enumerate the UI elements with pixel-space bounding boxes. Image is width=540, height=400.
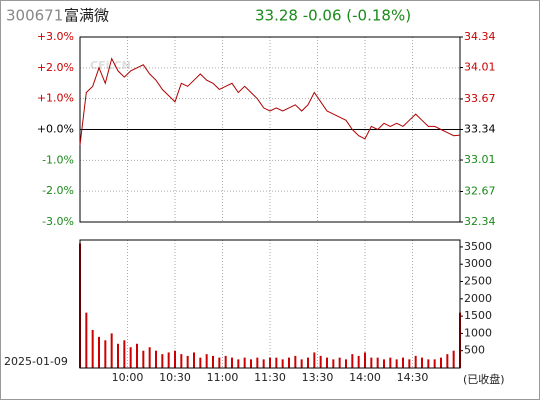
volume-bar bbox=[281, 359, 284, 368]
volume-bar bbox=[155, 350, 157, 368]
x-tick-label: 14:30 bbox=[397, 371, 429, 384]
volume-bar bbox=[383, 359, 385, 368]
y2-tick-label: 32.67 bbox=[464, 184, 496, 197]
volume-bar bbox=[275, 357, 278, 368]
x-tick-label: 14:00 bbox=[349, 371, 381, 384]
volume-bar bbox=[250, 359, 252, 368]
volume-bar bbox=[129, 347, 132, 368]
x-tick-label: 10:00 bbox=[112, 371, 144, 384]
y-tick-label: -1.0% bbox=[42, 153, 74, 166]
volume-bar bbox=[262, 359, 265, 368]
volume-bar bbox=[414, 355, 417, 368]
volume-bar bbox=[332, 359, 335, 368]
volume-bar bbox=[307, 357, 309, 368]
volume-bar bbox=[237, 359, 240, 368]
volume-bar bbox=[231, 357, 233, 368]
volume-bar bbox=[218, 357, 221, 368]
volume-bar bbox=[256, 357, 259, 368]
volume-bar bbox=[212, 355, 214, 368]
y-tick-label: -3.0% bbox=[42, 215, 74, 228]
volume-bar bbox=[351, 354, 354, 368]
volume-bar bbox=[408, 359, 411, 368]
y-tick-label: +0.0% bbox=[37, 123, 74, 136]
y2-tick-label: 34.34 bbox=[464, 30, 496, 43]
price-panel-border bbox=[79, 36, 461, 223]
volume-bar bbox=[326, 357, 328, 368]
volume-bar bbox=[180, 354, 183, 368]
volume-bar bbox=[123, 340, 126, 368]
volume-bar bbox=[243, 357, 246, 368]
volume-bar bbox=[338, 357, 341, 368]
volume-bar bbox=[364, 352, 366, 368]
volume-tick-label: 1000 bbox=[464, 326, 492, 339]
volume-bar bbox=[313, 352, 316, 368]
volume-bar bbox=[395, 359, 398, 368]
volume-bar bbox=[427, 359, 430, 368]
volume-bar bbox=[389, 357, 392, 368]
x-tick-label: 11:30 bbox=[254, 371, 286, 384]
volume-bar bbox=[345, 359, 347, 368]
volume-bar bbox=[319, 355, 322, 368]
volume-bar bbox=[294, 355, 297, 368]
market-status: (已收盘) bbox=[463, 372, 505, 386]
volume-bar bbox=[402, 357, 404, 368]
y2-tick-label: 34.01 bbox=[464, 61, 496, 74]
volume-tick-label: 3000 bbox=[464, 257, 492, 270]
volume-bar bbox=[91, 329, 94, 368]
y2-tick-label: 33.01 bbox=[464, 153, 496, 166]
volume-bar bbox=[98, 336, 100, 368]
volume-bar bbox=[117, 343, 119, 368]
volume-bar bbox=[446, 354, 449, 368]
volume-bar bbox=[357, 355, 360, 368]
volume-bar bbox=[136, 343, 138, 368]
volume-tick-label: 3500 bbox=[464, 240, 492, 253]
y2-tick-label: 32.34 bbox=[464, 215, 496, 228]
volume-bar bbox=[300, 359, 303, 368]
volume-bar bbox=[205, 354, 208, 368]
stock-code: 300671 bbox=[6, 7, 63, 25]
volume-tick-label: 2500 bbox=[464, 275, 492, 288]
x-tick-label: 11:00 bbox=[207, 371, 239, 384]
volume-bar bbox=[433, 359, 436, 368]
volume-bar bbox=[440, 357, 442, 368]
x-tick-label: 10:30 bbox=[159, 371, 191, 384]
y-tick-label: +3.0% bbox=[37, 30, 74, 43]
volume-bar bbox=[199, 357, 202, 368]
volume-bar bbox=[186, 355, 189, 368]
volume-bar bbox=[142, 350, 145, 368]
y2-tick-label: 33.67 bbox=[464, 92, 496, 105]
volume-bar bbox=[193, 352, 195, 368]
volume-bar bbox=[161, 354, 164, 368]
volume-bar bbox=[452, 350, 455, 368]
y-tick-label: -2.0% bbox=[42, 184, 74, 197]
volume-bar bbox=[288, 357, 290, 368]
volume-bar bbox=[85, 312, 88, 368]
volume-bar bbox=[376, 357, 379, 368]
volume-bar bbox=[269, 357, 271, 368]
volume-bar bbox=[167, 352, 170, 368]
y-tick-label: +2.0% bbox=[37, 61, 74, 74]
volume-bar bbox=[174, 350, 176, 368]
volume-bar bbox=[104, 340, 107, 368]
stock-name: 富满微 bbox=[64, 7, 109, 25]
volume-bar bbox=[370, 357, 373, 368]
volume-bar bbox=[110, 333, 113, 368]
y-tick-label: +1.0% bbox=[37, 92, 74, 105]
price-line bbox=[79, 57, 461, 145]
volume-tick-label: 1500 bbox=[464, 309, 492, 322]
x-tick-label: 13:30 bbox=[302, 371, 334, 384]
volume-tick-label: 2000 bbox=[464, 292, 492, 305]
date: 2025-01-09 bbox=[4, 355, 68, 368]
volume-tick-label: 500 bbox=[464, 344, 485, 357]
volume-bar bbox=[421, 357, 423, 368]
volume-bar bbox=[148, 347, 151, 368]
volume-bar bbox=[224, 355, 227, 368]
y2-tick-label: 33.34 bbox=[464, 123, 496, 136]
quote: 33.28 -0.06 (-0.18%) bbox=[255, 7, 411, 25]
volume-panel-border bbox=[79, 239, 461, 369]
